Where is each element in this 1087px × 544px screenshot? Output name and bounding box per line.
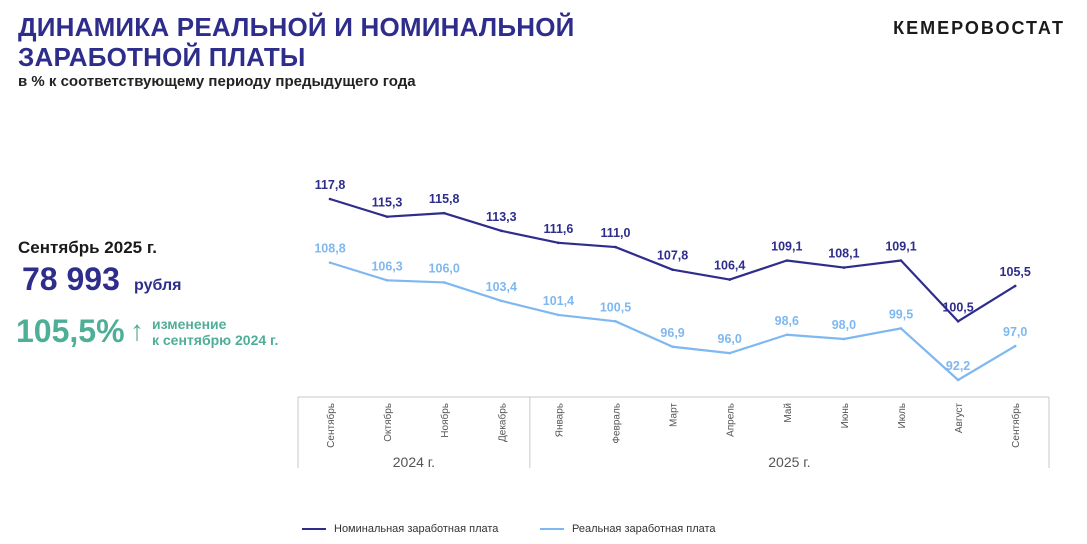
data-point-real	[671, 345, 674, 349]
organization-name: КЕМЕРОВОСТАТ	[893, 18, 1065, 38]
data-point-real	[1013, 344, 1017, 348]
x-tick-label: Декабрь	[496, 403, 508, 442]
data-label-real: 98,6	[775, 314, 799, 328]
x-tick-label: Январь	[554, 403, 565, 437]
data-label-real: 98,0	[832, 318, 856, 332]
up-arrow-icon: ↑	[130, 315, 144, 346]
x-tick-label: Апрель	[726, 403, 737, 437]
x-tick-label: Сентябрь	[325, 403, 337, 448]
data-label-real: 96,0	[718, 332, 742, 346]
data-label-real: 96,9	[660, 326, 684, 340]
data-label-nominal: 113,3	[486, 210, 517, 224]
data-point-nominal	[728, 278, 731, 281]
change-note-line-2: к сентябрю 2024 г.	[152, 332, 279, 348]
change-note-line-1: изменение	[152, 316, 227, 332]
data-point-real	[842, 337, 846, 341]
data-label-real: 108,8	[314, 242, 345, 256]
data-point-nominal	[557, 241, 560, 245]
legend-label-nominal: Номинальная заработная плата	[334, 523, 499, 535]
legend-swatch-nominal	[302, 528, 326, 531]
data-label-nominal: 115,8	[429, 192, 460, 206]
data-point-nominal	[671, 268, 674, 272]
data-point-nominal	[442, 211, 446, 215]
x-tick-label: Июль	[897, 403, 908, 429]
x-tick-label: Февраль	[612, 403, 623, 444]
data-label-nominal: 108,1	[828, 247, 859, 261]
data-label-real: 97,0	[1003, 325, 1027, 339]
x-tick-label: Ноябрь	[439, 403, 451, 438]
summary-change: 105,5% ↑	[16, 313, 144, 350]
title-line-2: ЗАРАБОТНОЙ ПЛАТЫ	[18, 42, 306, 72]
legend-swatch-real	[540, 528, 564, 531]
data-point-nominal	[385, 215, 389, 218]
page-title: ДИНАМИКА РЕАЛЬНОЙ И НОМИНАЛЬНОЙ ЗАРАБОТН…	[18, 12, 575, 72]
data-point-real	[500, 299, 503, 303]
data-label-real: 106,3	[371, 259, 402, 273]
data-point-real	[557, 313, 560, 317]
data-label-nominal: 115,3	[372, 196, 403, 210]
x-tick-label: Май	[783, 403, 794, 423]
data-label-nominal: 109,1	[885, 240, 916, 254]
data-label-nominal: 106,4	[714, 259, 745, 273]
x-tick-label: Март	[669, 403, 680, 427]
data-point-nominal	[614, 245, 617, 249]
data-label-real: 101,4	[543, 294, 574, 308]
legend-item-nominal: Номинальная заработная плата	[302, 523, 498, 535]
data-point-real	[956, 378, 960, 382]
summary-period: Сентябрь 2025 г.	[18, 238, 157, 257]
data-point-nominal	[785, 259, 789, 262]
data-label-real: 92,2	[946, 359, 970, 373]
page-subtitle: в % к соответствующему периоду предыдуще…	[18, 73, 416, 90]
data-point-real	[442, 281, 446, 284]
data-point-real	[614, 320, 617, 323]
data-point-nominal	[956, 320, 960, 323]
data-point-real	[785, 333, 789, 337]
summary-amount: 78 993	[22, 261, 120, 297]
data-label-nominal: 111,6	[543, 222, 573, 236]
data-point-real	[328, 261, 332, 264]
data-label-real: 99,5	[889, 307, 913, 321]
x-tick-label: Август	[954, 403, 965, 434]
summary-change-value: 105,5%	[16, 313, 125, 349]
summary-currency: рубля	[134, 277, 182, 294]
legend-item-real: Реальная заработная плата	[540, 523, 716, 535]
title-line-1: ДИНАМИКА РЕАЛЬНОЙ И НОМИНАЛЬНОЙ	[18, 12, 575, 42]
data-point-real	[385, 279, 389, 282]
data-label-nominal: 117,8	[315, 178, 346, 192]
data-point-nominal	[500, 229, 503, 233]
data-label-nominal: 100,5	[942, 300, 973, 314]
data-point-nominal	[328, 197, 332, 201]
data-label-real: 106,0	[429, 261, 460, 275]
year-group-label: 2025 г.	[768, 454, 810, 470]
x-tick-label: Октябрь	[382, 403, 394, 442]
summary-change-note: изменение к сентябрю 2024 г.	[152, 316, 278, 348]
x-tick-label: Июнь	[840, 403, 851, 428]
legend-label-real: Реальная заработная плата	[572, 523, 716, 535]
data-point-nominal	[899, 259, 903, 262]
data-label-nominal: 107,8	[657, 249, 688, 263]
data-label-nominal: 109,1	[771, 240, 802, 254]
year-group-label: 2024 г.	[393, 454, 435, 470]
data-point-real	[728, 351, 731, 355]
data-label-real: 100,5	[600, 300, 631, 314]
data-label-nominal: 111,0	[601, 226, 631, 240]
data-label-nominal: 105,5	[1000, 265, 1031, 279]
data-point-real	[899, 327, 903, 330]
x-tick-label: Сентябрь	[1010, 403, 1022, 448]
data-point-nominal	[842, 266, 846, 269]
data-label-real: 103,4	[486, 280, 517, 294]
data-point-nominal	[1013, 284, 1017, 288]
